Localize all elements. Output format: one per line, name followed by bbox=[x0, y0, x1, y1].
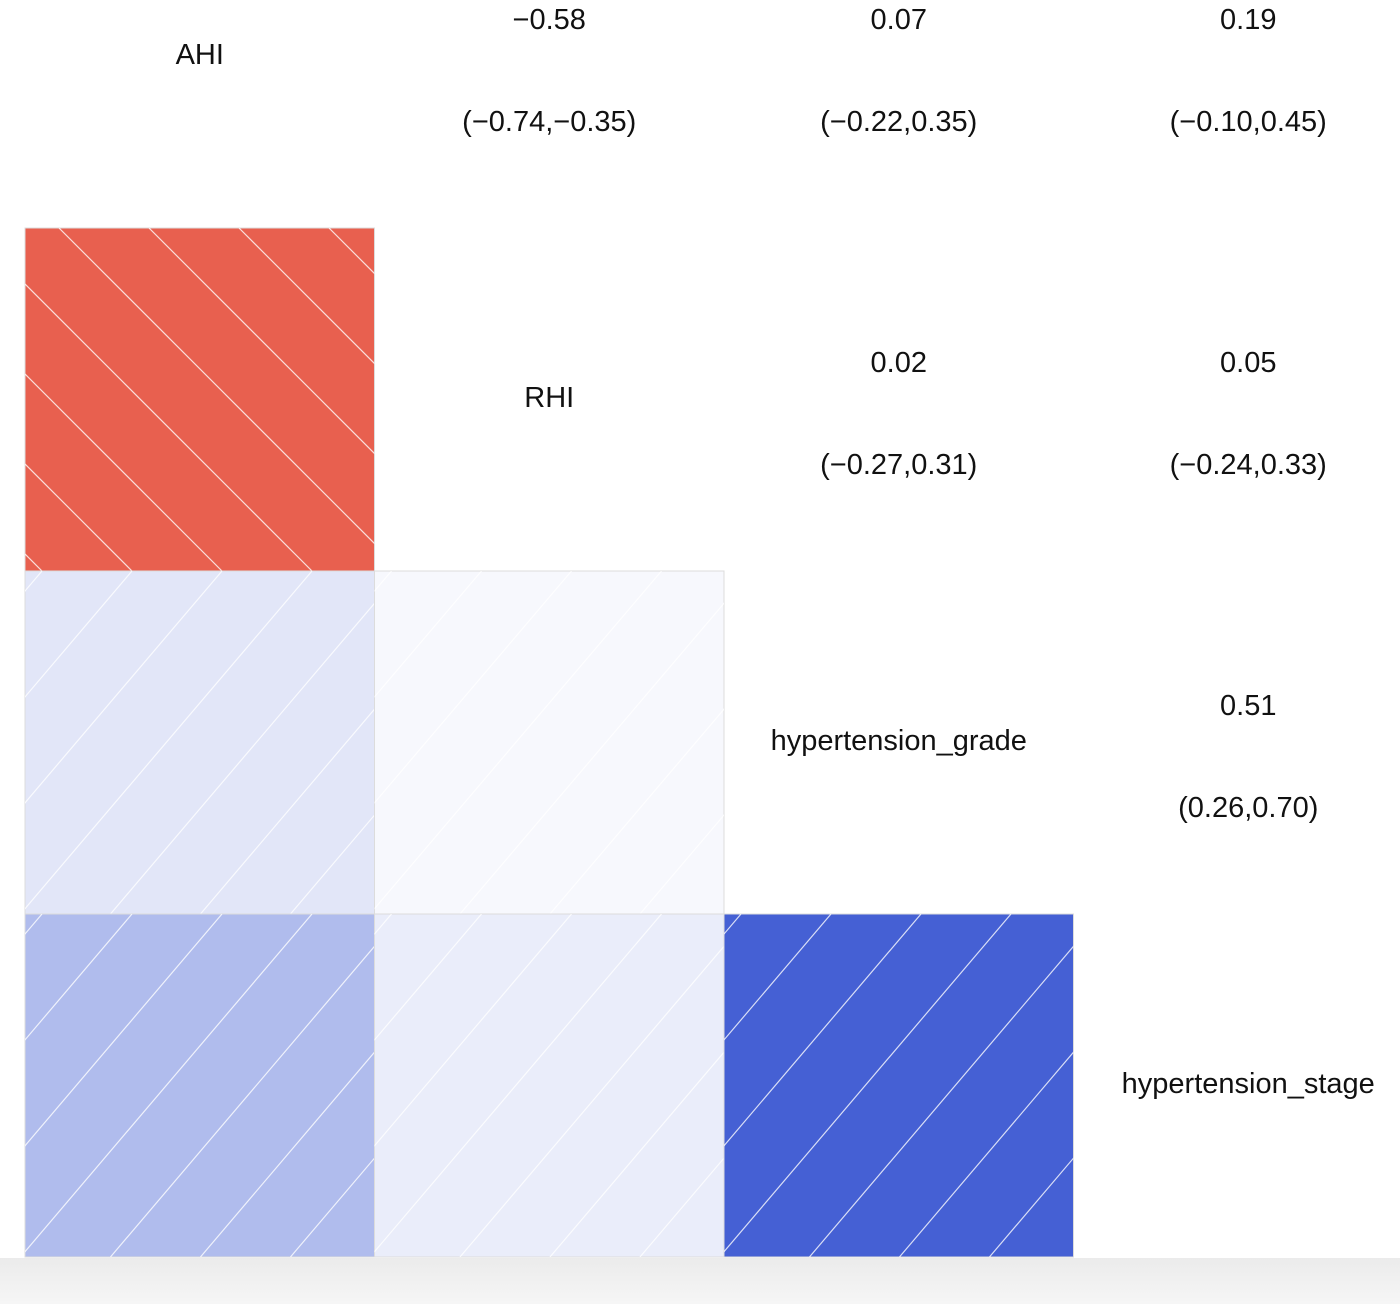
hatch-line bbox=[25, 914, 133, 1041]
hatch-line bbox=[459, 945, 724, 1257]
hatch-line bbox=[549, 708, 724, 914]
hatch-line bbox=[25, 914, 223, 1147]
ci-label: (−0.10,0.45) bbox=[1170, 106, 1327, 138]
hatch-line bbox=[374, 571, 482, 698]
hatch-line bbox=[374, 914, 572, 1147]
hatch-line bbox=[374, 571, 572, 804]
correlation-cell bbox=[374, 913, 725, 1258]
hatch-line bbox=[199, 708, 375, 914]
correlation-cell bbox=[723, 913, 1074, 1258]
hatch-line bbox=[639, 814, 724, 914]
correlation-label: 0.51 bbox=[1220, 690, 1276, 722]
ci-label: (0.26,0.70) bbox=[1178, 792, 1318, 824]
hatch-line bbox=[58, 228, 375, 545]
hatch-line bbox=[25, 571, 313, 910]
hatch-line bbox=[724, 914, 922, 1147]
ci-label: (−0.24,0.33) bbox=[1170, 449, 1327, 481]
correlation-label: 0.19 bbox=[1220, 4, 1276, 36]
variable-label: hypertension_stage bbox=[1122, 1068, 1375, 1100]
hatch-line bbox=[25, 373, 223, 571]
hatching bbox=[374, 571, 724, 914]
hatch-line bbox=[25, 283, 313, 571]
hatching bbox=[25, 914, 375, 1257]
variable-label: AHI bbox=[176, 39, 224, 71]
hatch-line bbox=[148, 228, 375, 455]
hatching bbox=[724, 914, 1074, 1257]
hatch-line bbox=[199, 1051, 375, 1257]
hatching bbox=[25, 571, 375, 914]
correlation-cell bbox=[374, 570, 725, 915]
hatch-line bbox=[109, 945, 375, 1257]
hatch-line bbox=[724, 914, 1012, 1253]
hatch-line bbox=[25, 571, 133, 698]
hatch-line bbox=[459, 602, 724, 914]
hatching bbox=[374, 914, 724, 1257]
variable-label: hypertension_grade bbox=[771, 725, 1027, 757]
hatch-line bbox=[898, 1051, 1074, 1257]
correlation-cell bbox=[24, 227, 375, 572]
correlation-label: 0.07 bbox=[871, 4, 927, 36]
hatch-line bbox=[289, 1157, 375, 1257]
bottom-bar bbox=[0, 1258, 1400, 1304]
correlation-cell bbox=[24, 913, 375, 1258]
hatch-line bbox=[289, 814, 375, 914]
correlation-label: 0.02 bbox=[871, 347, 927, 379]
hatch-line bbox=[238, 228, 375, 365]
hatch-line bbox=[724, 914, 832, 1041]
hatch-line bbox=[988, 1157, 1074, 1257]
hatch-line bbox=[549, 1051, 724, 1257]
correlation-cell bbox=[24, 570, 375, 915]
hatch-line bbox=[374, 571, 662, 910]
hatch-line bbox=[374, 914, 662, 1253]
correlation-label: 0.05 bbox=[1220, 347, 1276, 379]
hatch-line bbox=[639, 1157, 724, 1257]
hatch-line bbox=[25, 914, 313, 1253]
hatch-line bbox=[328, 228, 375, 275]
hatch-line bbox=[374, 914, 482, 1041]
ci-label: (−0.27,0.31) bbox=[820, 449, 977, 481]
ci-label: (−0.74,−0.35) bbox=[462, 106, 636, 138]
hatch-line bbox=[808, 945, 1074, 1257]
hatching bbox=[25, 228, 375, 571]
correlation-label: −0.58 bbox=[513, 4, 586, 36]
hatch-line bbox=[109, 602, 375, 914]
variable-label: RHI bbox=[524, 382, 574, 414]
ci-label: (−0.22,0.35) bbox=[820, 106, 977, 138]
hatch-line bbox=[25, 571, 223, 804]
hatch-line bbox=[25, 463, 133, 571]
